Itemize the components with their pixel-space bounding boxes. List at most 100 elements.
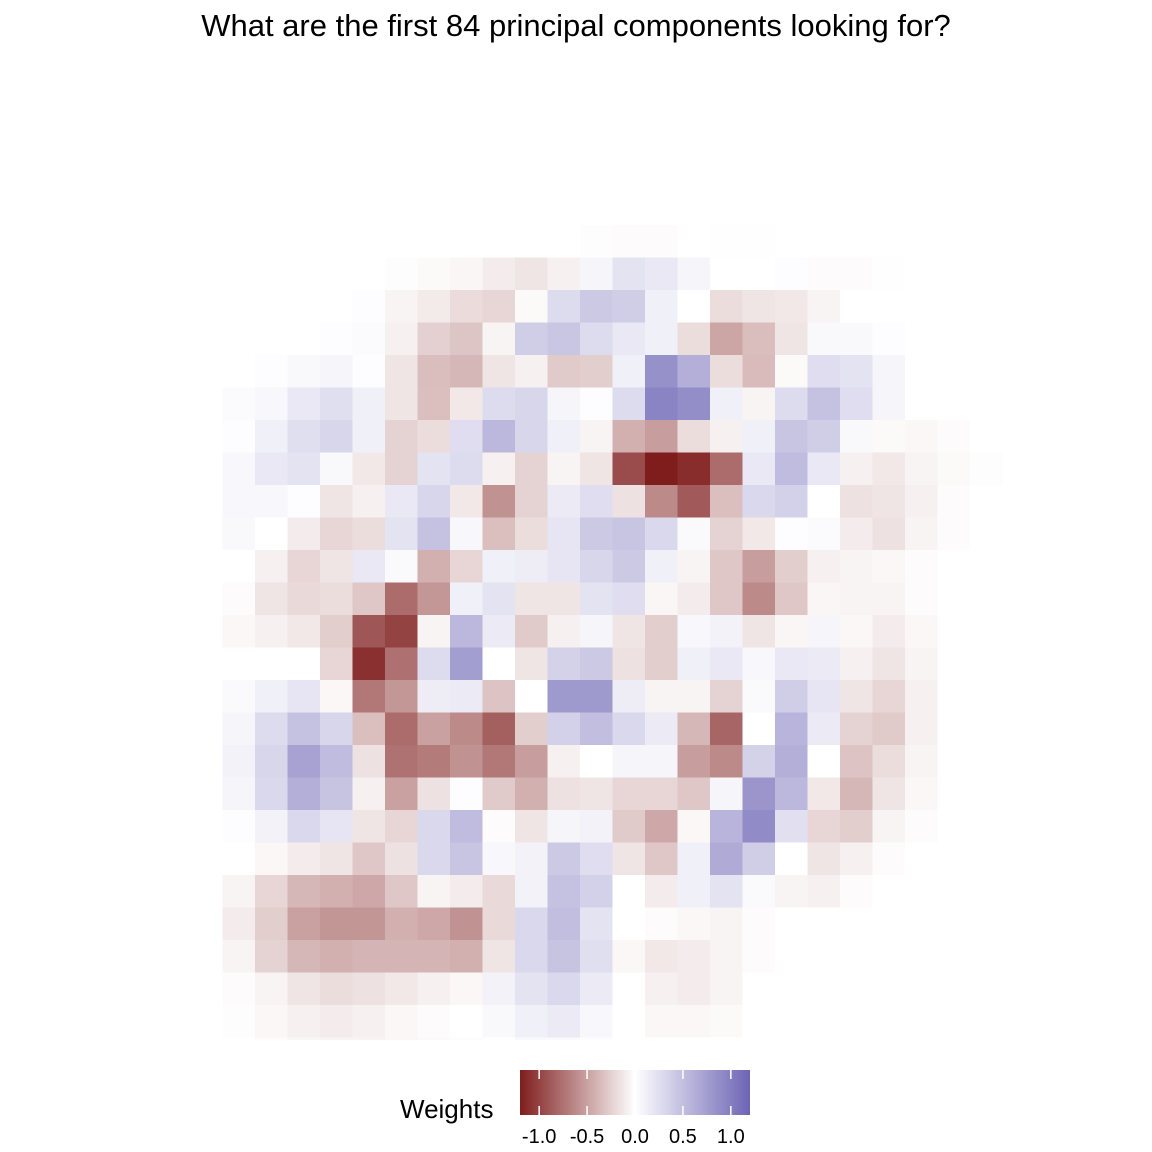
heatmap-cell	[840, 712, 874, 746]
colorbar-segment	[530, 1070, 533, 1115]
heatmap-cell	[970, 355, 1004, 389]
heatmap-cell	[775, 355, 809, 389]
colorbar-segment	[730, 1070, 733, 1115]
heatmap-cell	[710, 647, 744, 681]
heatmap-cell	[450, 940, 484, 974]
colorbar-segment	[606, 1070, 609, 1115]
colorbar-segment	[578, 1070, 581, 1115]
colorbar-segment	[592, 1070, 595, 1115]
heatmap-cell	[872, 647, 906, 681]
heatmap-cell	[255, 810, 289, 844]
heatmap-cell	[905, 582, 939, 616]
heatmap-cell	[872, 582, 906, 616]
heatmap-cell	[937, 907, 971, 941]
heatmap-cell	[482, 777, 516, 811]
heatmap-cell	[417, 777, 451, 811]
heatmap-cell	[937, 225, 971, 259]
heatmap-cell	[385, 517, 419, 551]
heatmap-cell	[385, 257, 419, 291]
heatmap-cell	[450, 322, 484, 356]
heatmap-cell	[970, 647, 1004, 681]
colorbar-segment	[682, 1070, 685, 1115]
colorbar-segment	[600, 1070, 603, 1115]
heatmap-cell	[320, 322, 354, 356]
heatmap-cell	[742, 842, 776, 876]
heatmap-cell	[937, 322, 971, 356]
heatmap-cell	[970, 712, 1004, 746]
heatmap-cell	[547, 615, 581, 649]
colorbar-segment	[538, 1070, 541, 1115]
heatmap-cell	[710, 745, 744, 779]
heatmap-cell	[937, 550, 971, 584]
heatmap-cell	[580, 1005, 614, 1039]
heatmap-cell	[612, 1037, 646, 1040]
heatmap-cell	[580, 810, 614, 844]
heatmap-cell	[320, 290, 354, 324]
heatmap-cell	[677, 1005, 711, 1039]
heatmap-cell	[872, 355, 906, 389]
colorbar-segment	[626, 1070, 629, 1115]
colorbar-segment	[666, 1070, 669, 1115]
heatmap-cell	[905, 615, 939, 649]
colorbar-segment	[736, 1070, 739, 1115]
heatmap-cell	[710, 322, 744, 356]
colorbar-segment	[732, 1070, 735, 1115]
heatmap-cell	[645, 387, 679, 421]
heatmap-cell	[482, 387, 516, 421]
colorbar-segment	[528, 1070, 531, 1115]
colorbar-segment	[620, 1070, 623, 1115]
heatmap-cell	[677, 907, 711, 941]
heatmap-cell	[417, 842, 451, 876]
heatmap-cell	[352, 485, 386, 519]
heatmap-cell	[710, 907, 744, 941]
heatmap-cell	[937, 712, 971, 746]
heatmap-cell	[905, 745, 939, 779]
heatmap-cell	[287, 875, 321, 909]
heatmap-cell	[255, 940, 289, 974]
heatmap-cell	[937, 745, 971, 779]
heatmap-cell	[970, 1037, 1004, 1040]
heatmap-cell	[645, 745, 679, 779]
heatmap-cell	[645, 517, 679, 551]
heatmap-cell	[417, 550, 451, 584]
heatmap-cell	[677, 550, 711, 584]
heatmap-cell	[515, 810, 549, 844]
colorbar-segment	[624, 1070, 627, 1115]
heatmap-cell	[417, 810, 451, 844]
heatmap-cell	[255, 712, 289, 746]
legend-tick-label: 0.5	[669, 1126, 697, 1148]
heatmap-cell	[515, 875, 549, 909]
heatmap-cell	[255, 355, 289, 389]
heatmap-cell	[775, 615, 809, 649]
colorbar-segment	[706, 1070, 709, 1115]
heatmap-cell	[450, 875, 484, 909]
heatmap-cell	[580, 582, 614, 616]
heatmap-cell	[255, 452, 289, 486]
heatmap-cell	[547, 582, 581, 616]
heatmap-cell	[612, 810, 646, 844]
heatmap-cell	[255, 322, 289, 356]
colorbar-segment	[700, 1070, 703, 1115]
heatmap-cell	[775, 940, 809, 974]
heatmap-cell	[840, 810, 874, 844]
heatmap-cell	[547, 387, 581, 421]
colorbar-segment	[688, 1070, 691, 1115]
heatmap-cell	[515, 387, 549, 421]
colorbar-segment	[596, 1070, 599, 1115]
heatmap-cell	[482, 647, 516, 681]
heatmap-cell	[970, 777, 1004, 811]
heatmap-cell	[547, 485, 581, 519]
chart-title: What are the first 84 principal componen…	[201, 8, 951, 43]
heatmap-cell	[840, 745, 874, 779]
heatmap-cell	[742, 777, 776, 811]
heatmap-cell	[905, 387, 939, 421]
heatmap-cell	[385, 940, 419, 974]
heatmap-cell	[320, 615, 354, 649]
heatmap-cell	[450, 972, 484, 1006]
heatmap-cell	[287, 582, 321, 616]
heatmap-cell	[612, 745, 646, 779]
heatmap-cell	[742, 517, 776, 551]
heatmap-cell	[645, 647, 679, 681]
heatmap-cell	[872, 322, 906, 356]
legend-tick-label: -0.5	[569, 1126, 605, 1148]
